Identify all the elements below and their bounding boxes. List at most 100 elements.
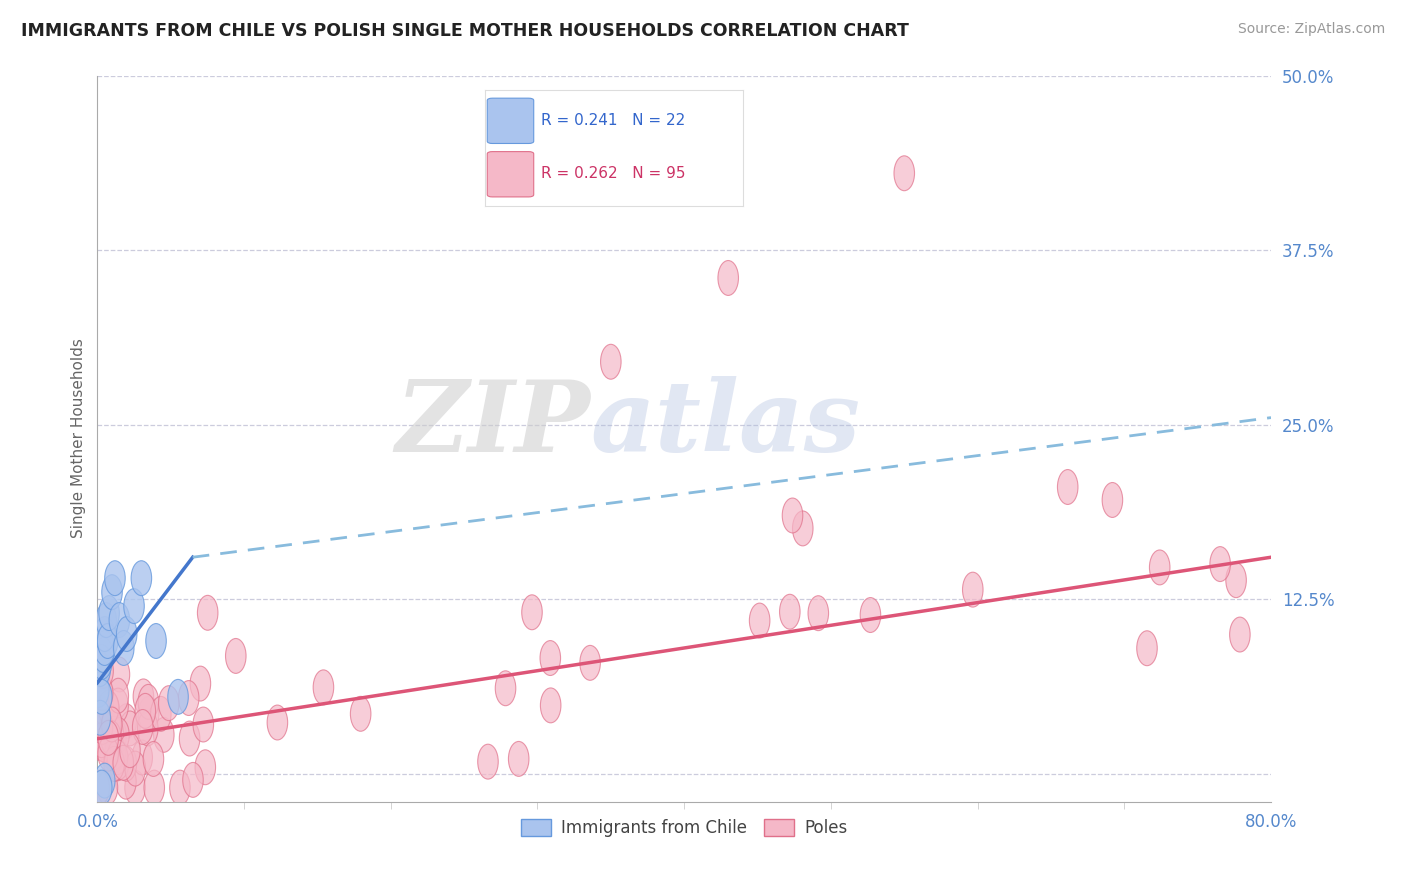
Ellipse shape — [135, 693, 156, 729]
Ellipse shape — [89, 673, 110, 707]
Ellipse shape — [782, 498, 803, 533]
Ellipse shape — [98, 690, 118, 725]
Ellipse shape — [793, 511, 813, 546]
Ellipse shape — [110, 603, 129, 638]
Ellipse shape — [183, 763, 204, 797]
Ellipse shape — [91, 680, 112, 714]
Ellipse shape — [108, 718, 129, 753]
Ellipse shape — [197, 595, 218, 631]
Ellipse shape — [117, 616, 136, 651]
Ellipse shape — [114, 631, 134, 665]
Ellipse shape — [98, 692, 120, 727]
Ellipse shape — [225, 639, 246, 673]
Ellipse shape — [1230, 617, 1250, 652]
Ellipse shape — [134, 679, 153, 714]
Ellipse shape — [124, 589, 145, 624]
Ellipse shape — [117, 747, 136, 781]
Ellipse shape — [90, 725, 110, 760]
Ellipse shape — [132, 740, 152, 775]
Ellipse shape — [94, 616, 115, 651]
Ellipse shape — [93, 638, 114, 673]
Ellipse shape — [97, 624, 118, 658]
Ellipse shape — [91, 645, 112, 680]
Ellipse shape — [101, 574, 122, 609]
Ellipse shape — [98, 736, 118, 771]
Ellipse shape — [170, 770, 190, 805]
Ellipse shape — [108, 688, 128, 723]
Ellipse shape — [509, 741, 529, 776]
Text: ZIP: ZIP — [395, 376, 591, 472]
Ellipse shape — [1211, 547, 1230, 582]
Ellipse shape — [100, 733, 121, 768]
Ellipse shape — [125, 751, 146, 786]
Ellipse shape — [103, 716, 124, 751]
Ellipse shape — [540, 688, 561, 723]
Ellipse shape — [179, 681, 198, 715]
Ellipse shape — [963, 572, 983, 607]
Ellipse shape — [101, 706, 121, 740]
Ellipse shape — [153, 717, 174, 752]
Ellipse shape — [267, 705, 288, 740]
Ellipse shape — [96, 603, 117, 638]
Ellipse shape — [98, 596, 120, 631]
Ellipse shape — [93, 681, 112, 716]
Ellipse shape — [132, 709, 153, 745]
Ellipse shape — [100, 706, 121, 741]
Ellipse shape — [110, 657, 129, 692]
Ellipse shape — [167, 680, 188, 714]
Ellipse shape — [779, 594, 800, 629]
Ellipse shape — [107, 739, 128, 774]
Ellipse shape — [350, 697, 371, 731]
Ellipse shape — [808, 596, 828, 631]
Ellipse shape — [190, 666, 211, 701]
Ellipse shape — [105, 734, 125, 770]
Ellipse shape — [94, 764, 115, 798]
Ellipse shape — [93, 654, 114, 689]
Ellipse shape — [90, 700, 111, 735]
Ellipse shape — [104, 737, 124, 772]
Ellipse shape — [120, 732, 141, 768]
Ellipse shape — [101, 707, 122, 742]
Ellipse shape — [97, 770, 118, 805]
Ellipse shape — [159, 686, 179, 721]
Ellipse shape — [1136, 631, 1157, 665]
Ellipse shape — [90, 711, 110, 746]
Ellipse shape — [94, 727, 114, 763]
Text: atlas: atlas — [591, 376, 860, 472]
Ellipse shape — [1226, 563, 1246, 598]
Ellipse shape — [108, 678, 128, 714]
Ellipse shape — [89, 717, 110, 752]
Ellipse shape — [1150, 550, 1170, 585]
Ellipse shape — [89, 770, 110, 805]
Ellipse shape — [115, 764, 136, 799]
Ellipse shape — [495, 671, 516, 706]
Ellipse shape — [101, 721, 121, 756]
Ellipse shape — [104, 747, 124, 781]
Ellipse shape — [579, 646, 600, 681]
Text: IMMIGRANTS FROM CHILE VS POLISH SINGLE MOTHER HOUSEHOLDS CORRELATION CHART: IMMIGRANTS FROM CHILE VS POLISH SINGLE M… — [21, 22, 908, 40]
Ellipse shape — [93, 690, 114, 725]
Ellipse shape — [138, 697, 159, 731]
Ellipse shape — [90, 651, 111, 686]
Ellipse shape — [101, 710, 122, 745]
Ellipse shape — [108, 745, 129, 780]
Ellipse shape — [146, 624, 166, 658]
Ellipse shape — [94, 698, 115, 732]
Ellipse shape — [91, 770, 112, 805]
Ellipse shape — [131, 561, 152, 596]
Ellipse shape — [93, 709, 112, 744]
Ellipse shape — [143, 770, 165, 805]
Ellipse shape — [91, 723, 112, 757]
Ellipse shape — [89, 686, 110, 721]
Ellipse shape — [150, 697, 172, 731]
Ellipse shape — [120, 711, 141, 746]
Ellipse shape — [180, 721, 200, 756]
Ellipse shape — [195, 750, 215, 785]
Ellipse shape — [94, 631, 115, 665]
Ellipse shape — [112, 746, 134, 780]
Ellipse shape — [718, 260, 738, 295]
Ellipse shape — [894, 156, 914, 191]
Ellipse shape — [1057, 469, 1078, 505]
Ellipse shape — [117, 704, 136, 739]
Ellipse shape — [478, 744, 498, 779]
